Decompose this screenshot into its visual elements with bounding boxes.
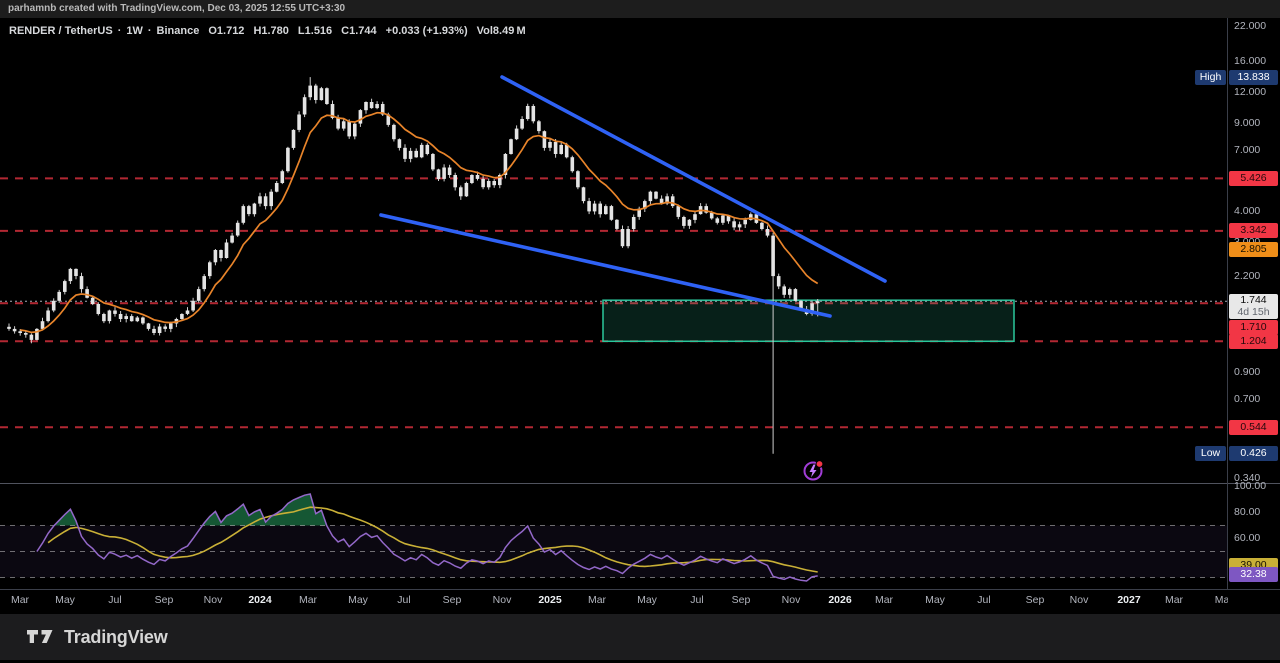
price-axis[interactable]: 22.00016.00012.0009.0007.0004.0003.0002.… [1195, 0, 1280, 612]
time-axis-month-label: Sep [154, 594, 174, 606]
price-level-label: 3.342 [1229, 223, 1278, 239]
time-axis-year-label: 2027 [1117, 594, 1141, 606]
time-axis-year-label: 2025 [538, 594, 562, 606]
time-axis-month-label: Jul [690, 594, 704, 606]
chart-legend[interactable]: RENDER / TetherUS · 1W · Binance O1.712 H1.780… [9, 25, 531, 39]
attribution-text: parhamnb created with TradingView.com, D… [8, 3, 346, 14]
volume-value: Vol8.49 M [476, 25, 526, 37]
time-axis-month-label: Nov [203, 594, 223, 606]
time-axis-month-label: Mar [10, 594, 30, 606]
time-axis-month-label: Sep [731, 594, 751, 606]
time-axis-year-label: 2026 [828, 594, 852, 606]
price-level-label: 1.710 [1229, 319, 1278, 335]
rsi-axis-tick: 100.00 [1234, 480, 1267, 492]
bar-countdown: 4d 15h [1237, 305, 1270, 318]
price-axis-tick: 16.000 [1234, 54, 1267, 67]
low-price-tag: Low [1195, 446, 1226, 462]
price-level-label: 5.426 [1229, 170, 1278, 186]
tradingview-logo-icon[interactable] [27, 629, 54, 646]
time-axis[interactable]: Mar May Jul Sep Nov 2024 Mar May Jul Sep Nov 2025 Ma… [0, 590, 1228, 612]
time-axis-month-label: Jul [397, 594, 411, 606]
time-axis-month-label: May [55, 594, 75, 606]
rsi-axis-tick: 60.00 [1234, 532, 1261, 544]
time-axis-month-label: Nov [1069, 594, 1089, 606]
rsi-axis-tick: 80.00 [1234, 506, 1261, 518]
time-axis-month-label: Mar [874, 594, 894, 606]
price-level-label: 0.544 [1229, 419, 1278, 435]
alert-lightning-icon[interactable] [803, 460, 824, 481]
current-price-value: 1.744 [1240, 294, 1267, 307]
time-axis-month-label: Mar [298, 594, 318, 606]
price-axis-tick: 9.000 [1234, 117, 1261, 130]
price-level-label: 0.426 [1229, 446, 1278, 462]
high-value: H1.780 [253, 25, 289, 37]
interval-label[interactable]: 1W [126, 25, 143, 37]
price-level-label: 2.805 [1229, 242, 1278, 258]
time-axis-month-label: Jul [977, 594, 991, 606]
price-level-label: 13.838 [1229, 69, 1278, 85]
price-level-label: 1.204 [1229, 333, 1278, 349]
time-axis-month-label: Ma [1214, 594, 1228, 606]
time-axis-month-label: May [637, 594, 657, 606]
change-value: +0.033 (+1.93%) [385, 25, 468, 37]
price-axis-tick: 12.000 [1234, 86, 1267, 99]
time-axis-month-label: May [348, 594, 368, 606]
close-value: C1.744 [341, 25, 377, 37]
separator-dot: · [117, 25, 122, 37]
separator-dot: · [147, 25, 152, 37]
attribution-bar: parhamnb created with TradingView.com, D… [0, 0, 1280, 18]
low-value: L1.516 [297, 25, 333, 37]
exchange-label[interactable]: Binance [156, 25, 200, 37]
rsi-value-label: 32.38 [1229, 566, 1278, 582]
tradingview-wordmark[interactable]: TradingView [64, 626, 168, 647]
price-axis-tick: 4.000 [1234, 204, 1261, 217]
time-axis-month-label: Jul [108, 594, 122, 606]
time-axis-month-label: Nov [492, 594, 512, 606]
time-axis-month-label: Sep [1025, 594, 1045, 606]
price-axis-tick: 0.900 [1234, 366, 1261, 379]
time-axis-month-label: Mar [1164, 594, 1184, 606]
open-value: O1.712 [208, 25, 245, 37]
time-axis-month-label: Mar [587, 594, 607, 606]
price-axis-tick: 22.000 [1234, 20, 1267, 33]
price-axis-tick: 0.700 [1234, 393, 1261, 406]
price-axis-tick: 0.340 [1234, 471, 1261, 484]
time-axis-month-label: Sep [442, 594, 462, 606]
price-axis-tick: 2.200 [1234, 269, 1261, 282]
time-axis-year-label: 2024 [248, 594, 272, 606]
time-axis-month-label: May [925, 594, 945, 606]
symbol-title[interactable]: RENDER / TetherUS [9, 25, 113, 37]
price-axis-tick: 7.000 [1234, 144, 1261, 157]
time-axis-month-label: Nov [781, 594, 801, 606]
current-price-label: 1.744 4d 15h [1229, 294, 1278, 320]
footer-bar: TradingView [0, 614, 1280, 660]
high-price-tag: High [1195, 69, 1226, 85]
